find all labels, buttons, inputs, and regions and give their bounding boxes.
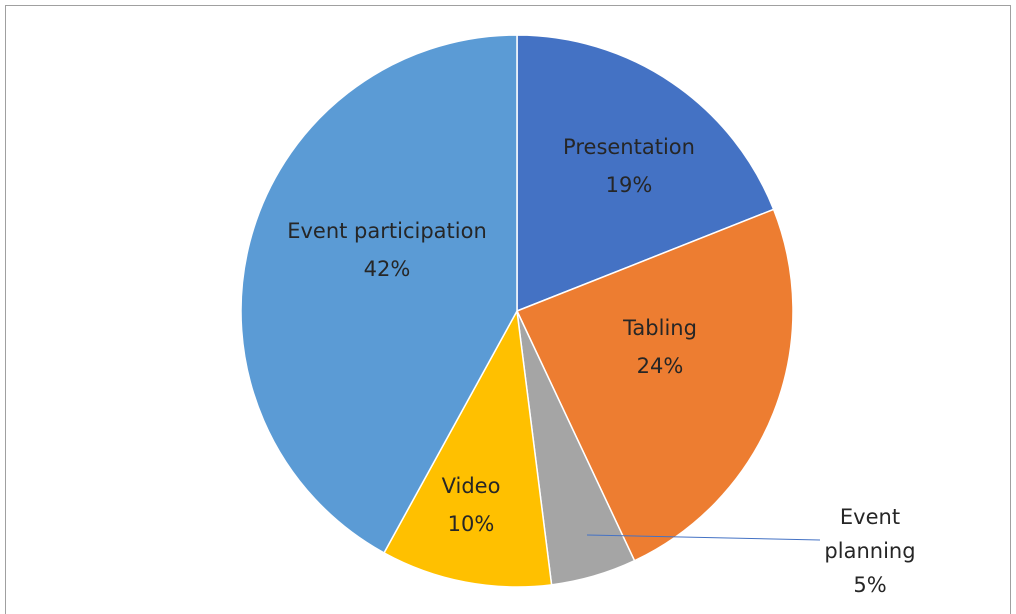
value-label: 5% — [853, 573, 887, 597]
pie-slice — [240, 34, 518, 554]
value-label: 19% — [605, 173, 653, 197]
category-label: Event planning — [824, 505, 916, 563]
value-label: 42% — [363, 257, 411, 281]
data-label: Event planning 5% — [815, 500, 925, 602]
pie-slice — [383, 308, 553, 588]
value-label: 10% — [447, 512, 495, 536]
value-label: 24% — [636, 354, 684, 378]
data-label: Event participation 42% — [287, 212, 487, 288]
category-label: Presentation — [563, 135, 695, 159]
data-label: Video 10% — [442, 467, 501, 543]
pie-slice — [515, 208, 794, 562]
category-label: Video — [441, 474, 501, 498]
leader-line — [586, 534, 821, 541]
pie-slice — [516, 34, 775, 313]
data-label: Tabling 24% — [623, 309, 697, 385]
category-label: Tabling — [623, 316, 697, 340]
data-label: Presentation 19% — [563, 128, 695, 204]
category-label: Event participation — [287, 219, 487, 243]
